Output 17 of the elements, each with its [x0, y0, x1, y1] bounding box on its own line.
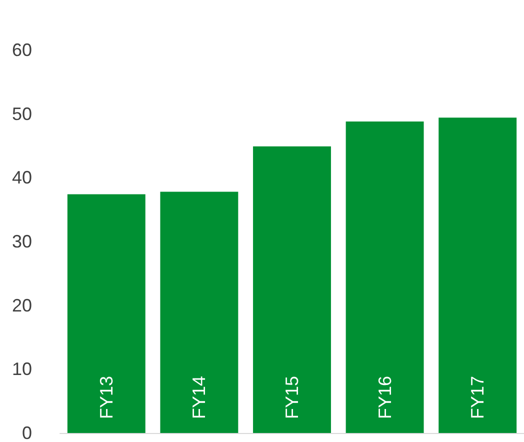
- y-tick-label: 0: [22, 423, 32, 442]
- x-tick-label: FY13: [96, 376, 116, 419]
- y-tick-label: 60: [12, 40, 32, 60]
- y-tick-label: 50: [12, 104, 32, 124]
- bar: [253, 146, 331, 433]
- x-tick-label: FY14: [189, 376, 210, 419]
- y-tick-label: 40: [12, 168, 32, 188]
- bar: [67, 194, 146, 433]
- y-tick-label: 30: [12, 232, 32, 252]
- x-tick-label: FY16: [374, 376, 395, 419]
- y-tick-label: 20: [12, 295, 32, 316]
- bar: [438, 118, 517, 433]
- bar: [346, 121, 424, 433]
- x-tick-label: FY17: [468, 376, 488, 419]
- y-tick-label: 10: [12, 359, 32, 380]
- bar: [160, 192, 238, 433]
- x-tick-label: FY15: [282, 376, 302, 419]
